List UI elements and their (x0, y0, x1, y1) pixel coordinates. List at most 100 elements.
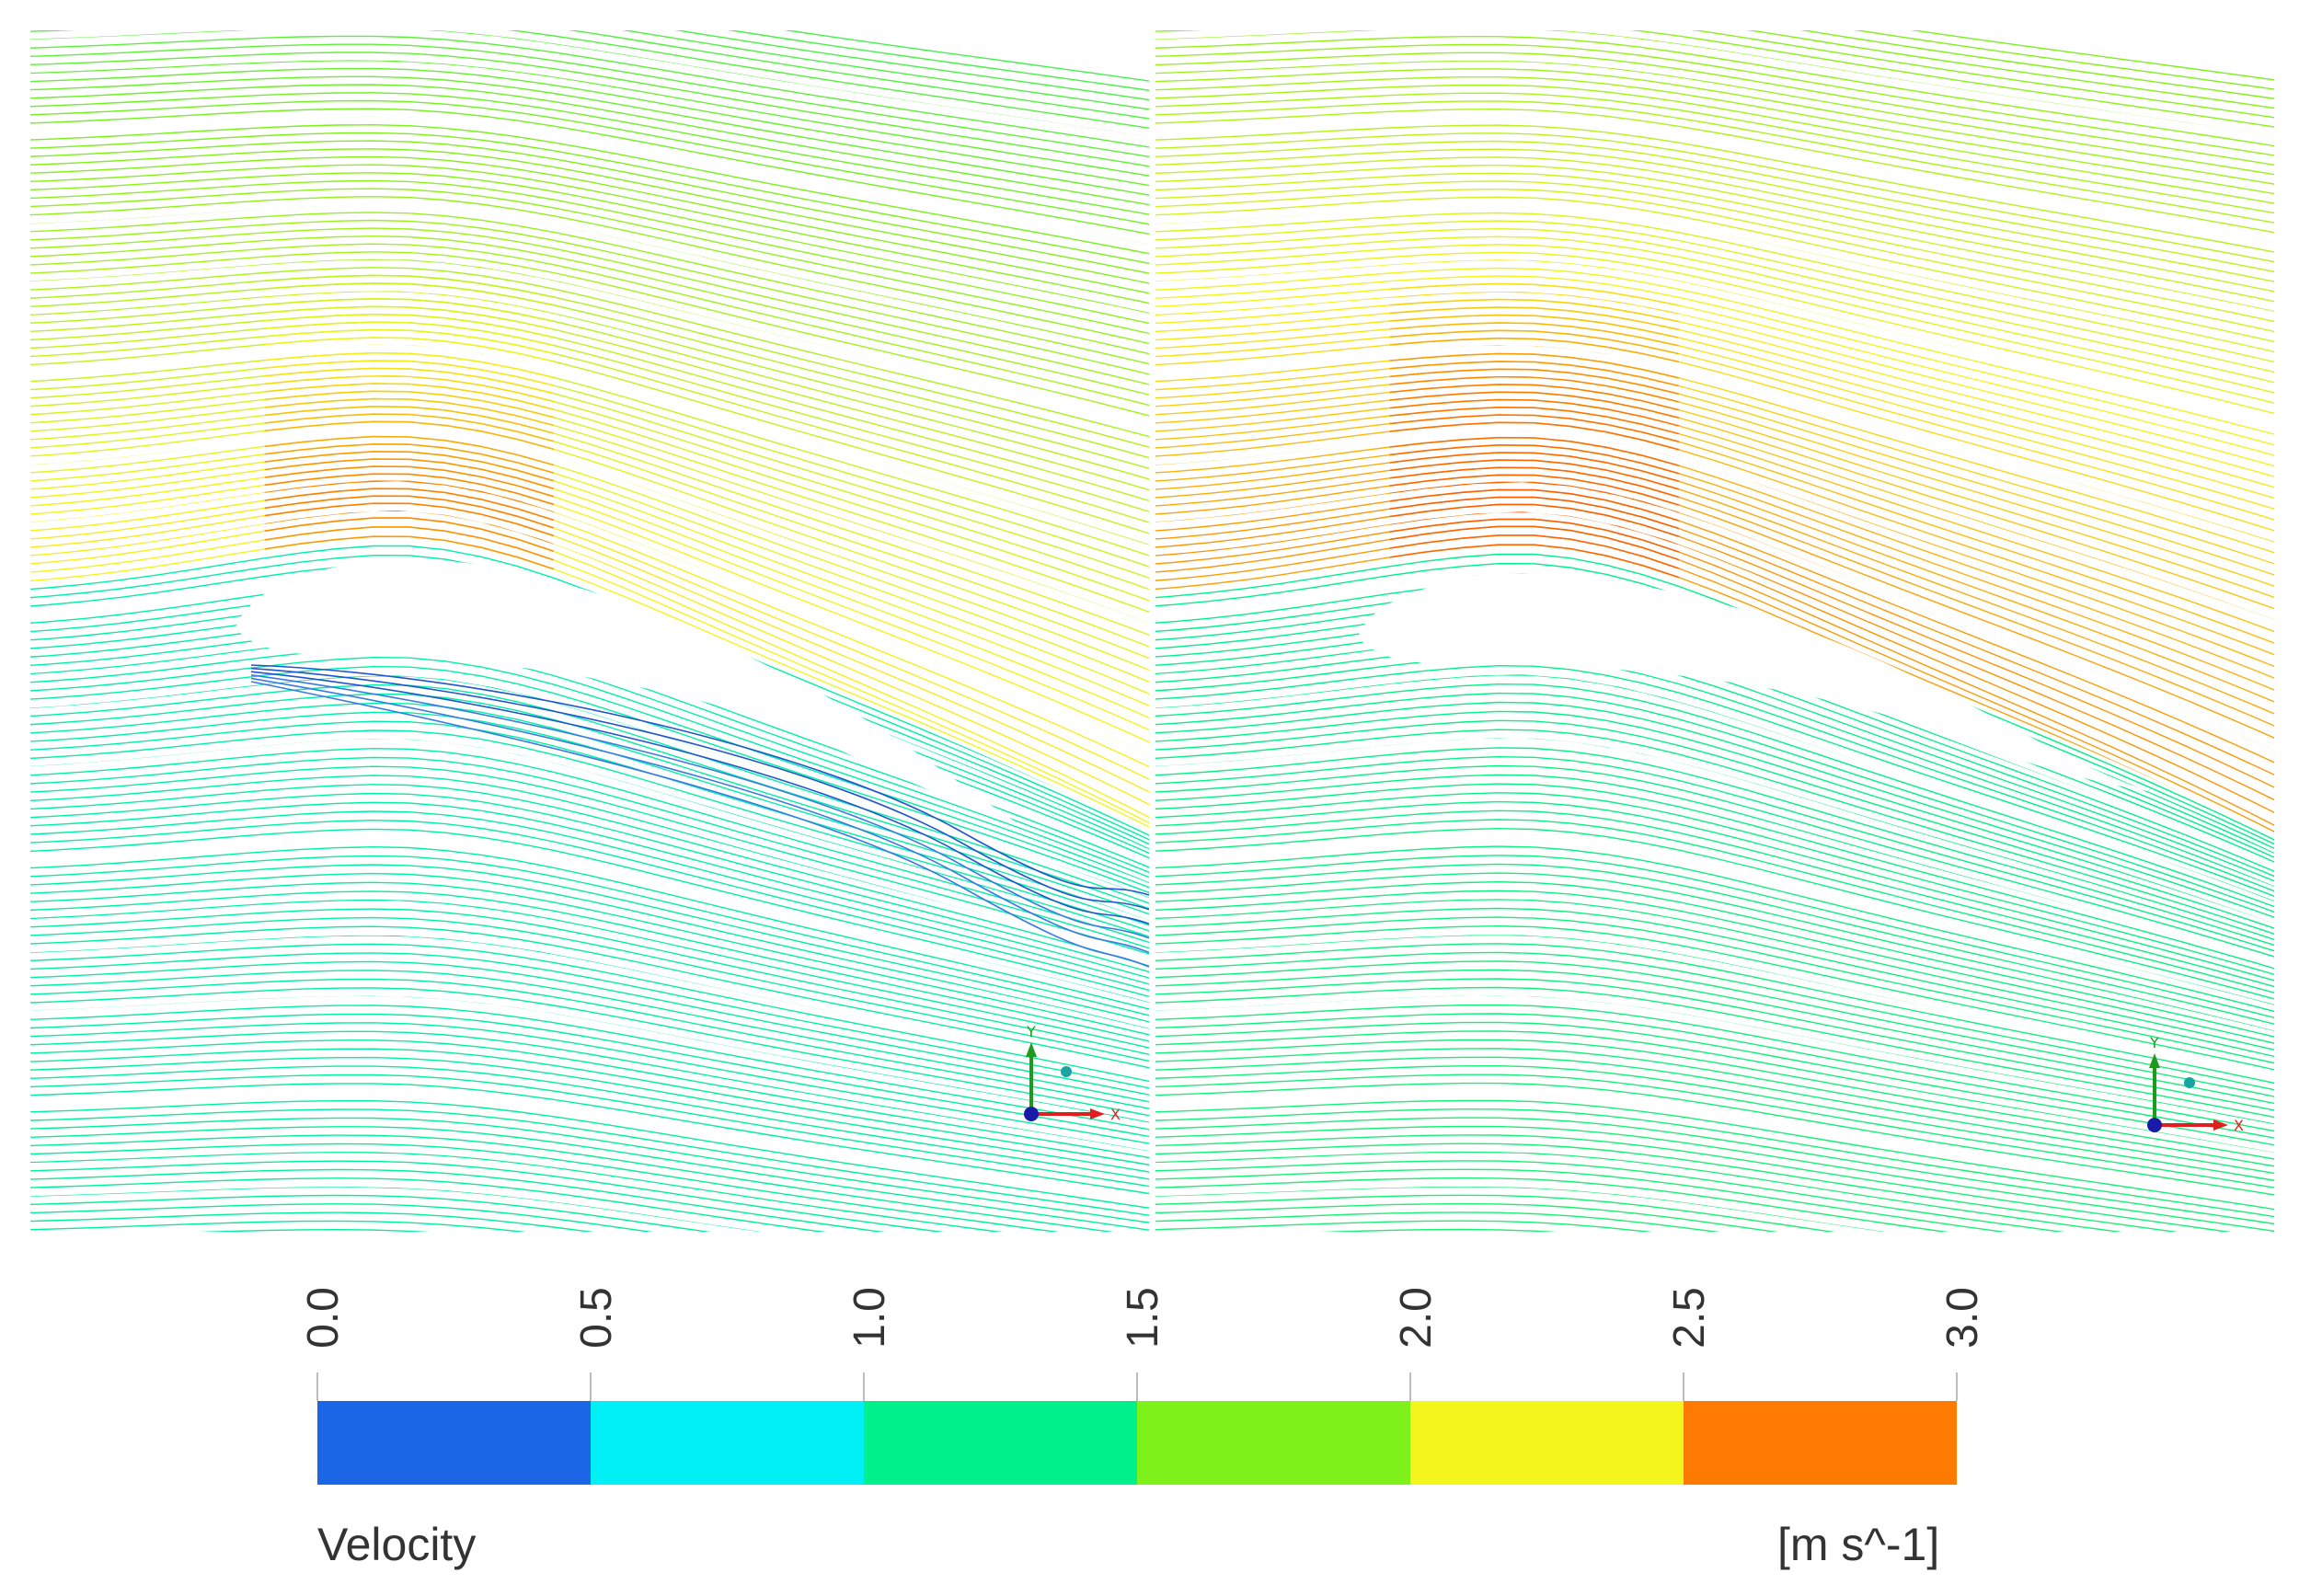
legend-tick-mark (1136, 1372, 1138, 1401)
streamline (30, 1160, 945, 1232)
legend-tick-mark (1683, 1372, 1684, 1401)
streamline-gap (30, 672, 1149, 901)
streamline (1155, 68, 2274, 185)
streamline (1155, 220, 2274, 373)
streamline-gap (30, 399, 1149, 626)
streamline (1155, 809, 2274, 988)
streamline (30, 1022, 1149, 1144)
streamline (30, 665, 1149, 894)
streamline (1155, 496, 2274, 776)
streamline (1155, 934, 2274, 1077)
streamline-hot (1389, 406, 1679, 435)
streamline-gap (30, 868, 1149, 1029)
streamline-hot (264, 337, 554, 362)
streamline (1155, 466, 2274, 727)
streamline (30, 164, 1149, 304)
streamline-hot (264, 442, 555, 474)
streamline (1155, 164, 2274, 303)
streamline-gap (1155, 867, 2274, 1031)
streamline (30, 784, 1149, 967)
streamline (1155, 1108, 2274, 1218)
streamline (30, 1030, 1149, 1152)
streamline-hot (1389, 496, 1680, 530)
streamline (1799, 30, 2274, 99)
streamline (1155, 916, 2274, 1064)
streamline-gap (30, 638, 1149, 883)
streamline (30, 925, 1149, 1069)
legend-swatch-4 (1410, 1401, 1684, 1485)
streamline (30, 383, 1149, 602)
streamline-gap (30, 30, 1149, 140)
streamline-hot (264, 473, 555, 506)
streamline (30, 52, 1149, 167)
streamline (1155, 792, 2274, 976)
streamline (1155, 656, 2274, 892)
streamline (30, 1056, 1149, 1173)
streamline (30, 720, 1149, 926)
streamline (1155, 1220, 1652, 1232)
streamline (30, 75, 1149, 196)
streamline-hot (1389, 518, 1680, 553)
streamline-hot (1389, 436, 1680, 466)
streamline-hot (1389, 375, 1679, 403)
streamline-hot (264, 526, 555, 561)
streamline-gap (1155, 705, 2274, 924)
streamline-gap (1155, 316, 2274, 502)
streamline (1155, 747, 2274, 947)
z-axis-dot-icon (1061, 1066, 1072, 1077)
streamline (1155, 907, 2274, 1058)
streamline (30, 683, 1149, 904)
streamline (30, 960, 1149, 1096)
streamline (1155, 30, 2274, 128)
streamline (30, 298, 1149, 480)
streamline (1155, 855, 2274, 1019)
streamline-hot (1389, 337, 1679, 363)
streamline-hot (264, 413, 555, 442)
streamline-gap (30, 1184, 781, 1232)
streamline-hot (264, 405, 555, 434)
streamline (1910, 30, 2274, 81)
streamline-gap (1155, 535, 2274, 838)
legend-tick-6: 3.0 (1937, 1287, 1987, 1349)
streamline (30, 30, 1149, 129)
streamline-hot (1389, 474, 1680, 506)
streamline (30, 1117, 1149, 1223)
streamline (1155, 148, 2274, 282)
streamline (30, 978, 1149, 1109)
streamline-hot (264, 517, 555, 553)
streamline-hot (1389, 525, 1680, 561)
streamline (30, 305, 1149, 491)
streamline (30, 274, 1149, 448)
streamline (30, 132, 1149, 265)
streamline (30, 179, 1149, 325)
streamline (1155, 100, 2274, 224)
streamline (30, 890, 1149, 1042)
streamline-hot (1389, 329, 1679, 355)
streamline (30, 251, 1149, 417)
streamline (30, 1039, 1149, 1159)
streamline-hot (1389, 414, 1680, 442)
streamline (30, 1074, 1149, 1188)
streamline-gap (1155, 260, 2274, 426)
streamline (783, 30, 1149, 82)
separation-streamline (250, 667, 1149, 911)
streamline (1155, 156, 2274, 293)
streamline (1155, 124, 2274, 253)
legend-swatch-3 (1137, 1401, 1410, 1485)
streamline (30, 647, 1149, 883)
streamline-hot (264, 328, 554, 354)
streamline (30, 872, 1149, 1029)
streamline (1155, 978, 2274, 1111)
streamline (30, 351, 1149, 557)
streamline-gap (30, 771, 1149, 962)
streamline (30, 828, 1149, 998)
streamline (1155, 1004, 2274, 1132)
streamline-hot (1389, 488, 1680, 522)
streamline-hot (264, 488, 555, 522)
streamline (30, 1134, 1114, 1232)
streamline (1155, 1039, 2274, 1160)
streamline-hot (1389, 466, 1680, 499)
streamline (1155, 764, 2274, 958)
streamline (30, 140, 1149, 274)
streamline (30, 290, 1149, 469)
